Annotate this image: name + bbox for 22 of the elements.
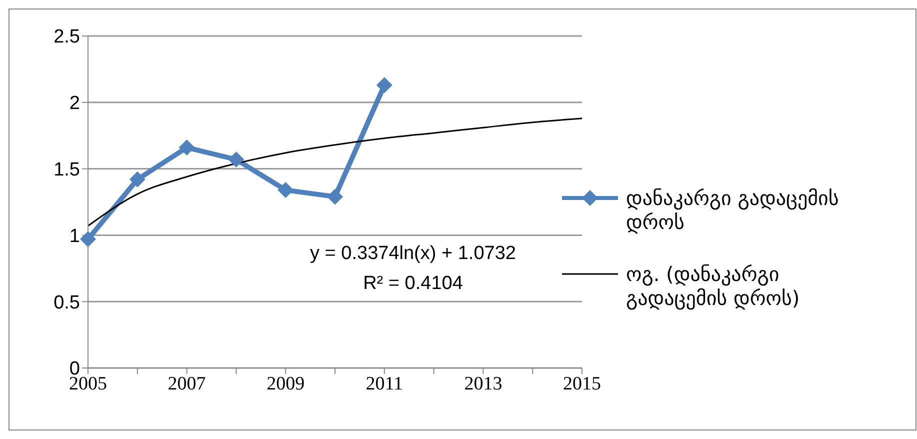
y-tick-label: 0.5 — [54, 292, 80, 314]
point — [80, 231, 96, 248]
y-tick-label: 1.5 — [54, 160, 80, 181]
y-tick-label: 2 — [69, 93, 80, 114]
point — [278, 182, 294, 198]
line-series — [87, 118, 583, 227]
point — [228, 152, 244, 168]
x-tick-label: 2011 — [366, 373, 404, 394]
x-tick-label: 2015 — [563, 373, 601, 394]
annotation: y = 0.3374ln(x) + 1.0732 — [309, 243, 517, 265]
x-tick-label: 2007 — [168, 373, 206, 394]
y-tick-label: 1 — [69, 226, 80, 247]
y-tick-label: 2.5 — [54, 26, 80, 48]
point — [327, 188, 343, 205]
point — [376, 77, 392, 94]
annotation: R² = 0.4104 — [362, 273, 464, 295]
point — [129, 171, 146, 188]
legend-label: დანაკარგი გადაცემის დროს — [626, 186, 840, 234]
x-tick-label: 2013 — [464, 373, 502, 394]
point — [178, 140, 195, 156]
x-tick-label: 2009 — [266, 373, 305, 394]
legend-label: ოგ. (დანაკარგი გადაცემის დროს) — [626, 262, 801, 310]
